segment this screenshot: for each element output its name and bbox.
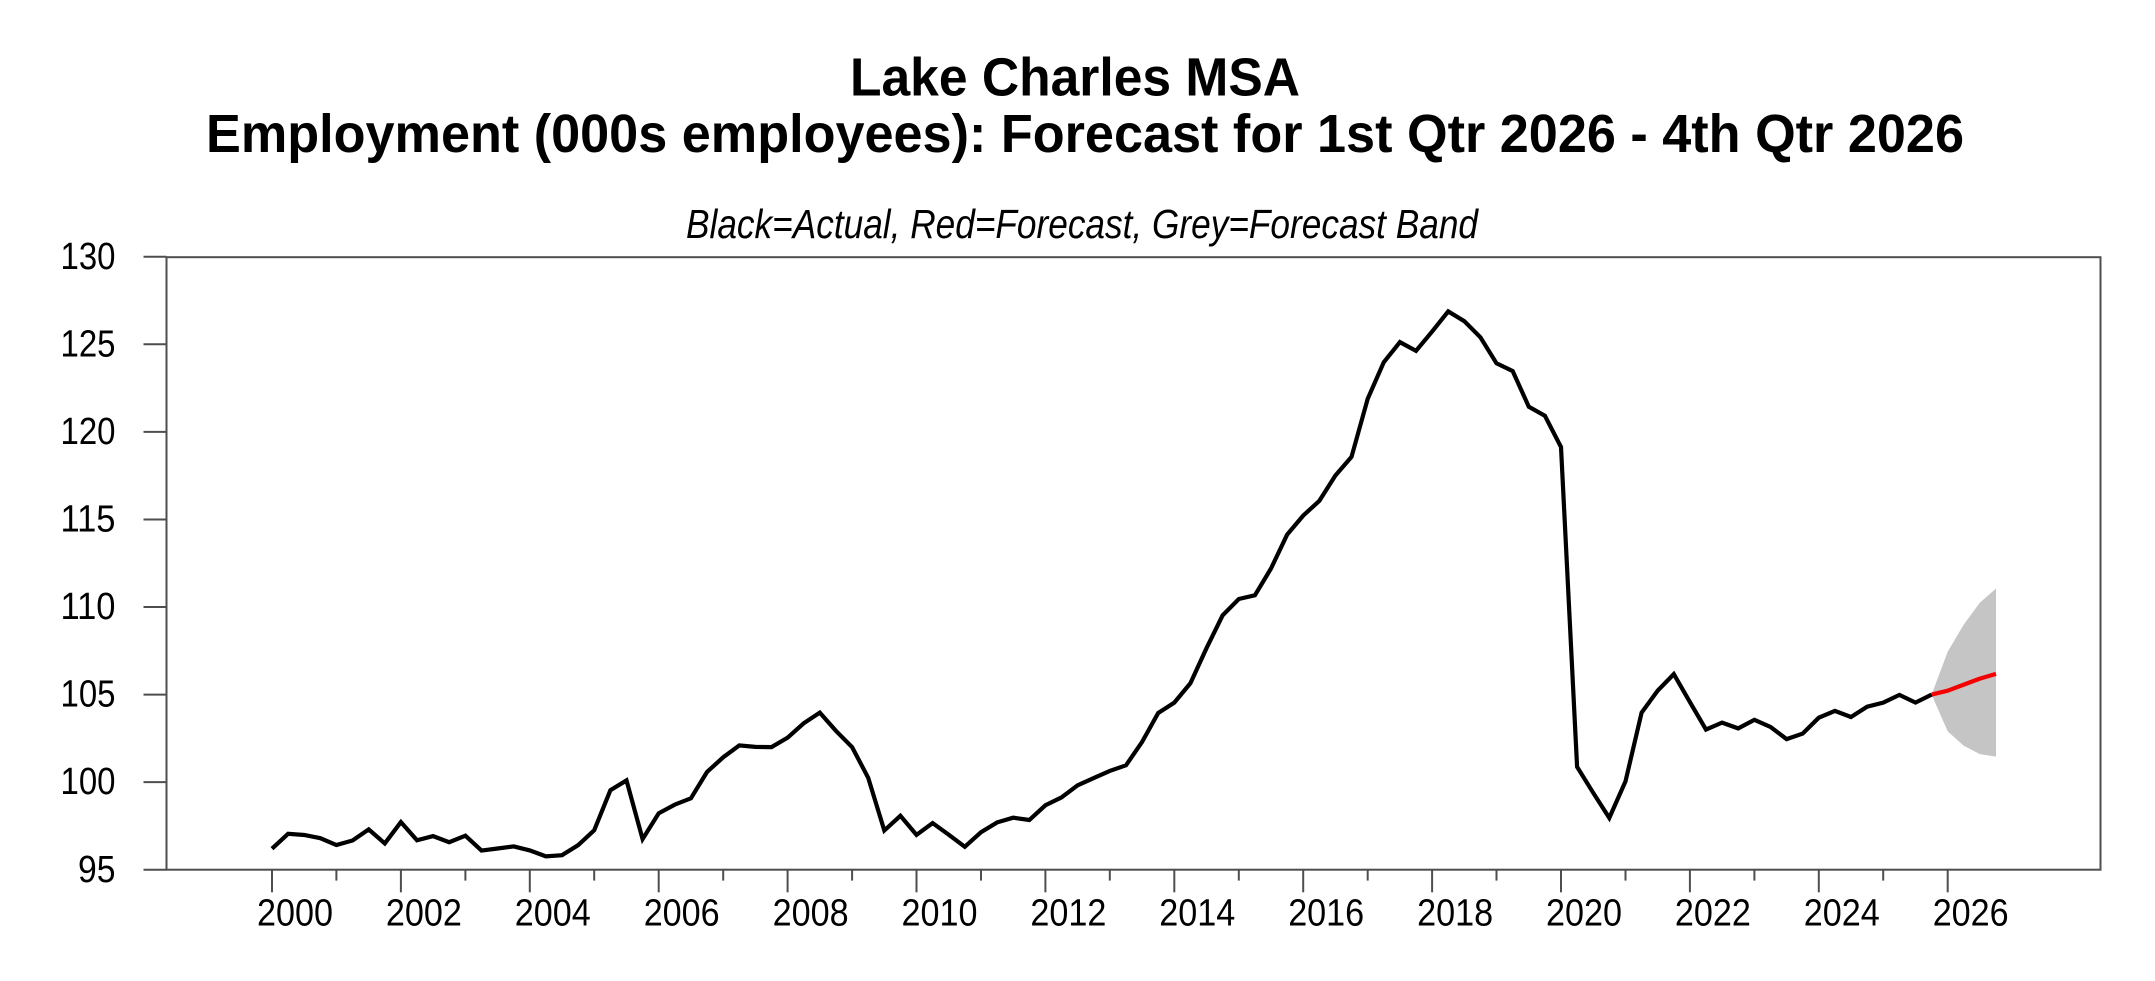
svg-text:2010: 2010 xyxy=(902,893,978,935)
svg-text:115: 115 xyxy=(61,499,116,541)
svg-text:Lake Charles MSA: Lake Charles MSA xyxy=(850,48,1300,108)
svg-text:120: 120 xyxy=(61,411,116,453)
svg-text:2012: 2012 xyxy=(1030,893,1106,935)
svg-text:105: 105 xyxy=(61,674,116,716)
svg-text:Black=Actual, Red=Forecast, Gr: Black=Actual, Red=Forecast, Grey=Forecas… xyxy=(686,201,1479,247)
svg-text:2016: 2016 xyxy=(1288,893,1364,935)
svg-text:2008: 2008 xyxy=(773,893,849,935)
svg-text:110: 110 xyxy=(61,586,116,628)
svg-text:2004: 2004 xyxy=(515,893,591,935)
svg-text:2022: 2022 xyxy=(1675,893,1751,935)
svg-text:95: 95 xyxy=(78,849,116,891)
svg-text:2014: 2014 xyxy=(1159,893,1235,935)
svg-text:130: 130 xyxy=(61,236,116,278)
svg-text:2006: 2006 xyxy=(644,893,720,935)
svg-text:125: 125 xyxy=(61,323,116,365)
svg-text:2018: 2018 xyxy=(1417,893,1493,935)
svg-text:Employment (000s employees): F: Employment (000s employees): Forecast fo… xyxy=(206,104,1964,164)
svg-text:2024: 2024 xyxy=(1804,893,1880,935)
svg-text:2000: 2000 xyxy=(257,893,333,935)
svg-text:2002: 2002 xyxy=(386,893,462,935)
svg-text:2020: 2020 xyxy=(1546,893,1622,935)
svg-text:100: 100 xyxy=(61,761,116,803)
svg-text:2026: 2026 xyxy=(1933,893,2009,935)
